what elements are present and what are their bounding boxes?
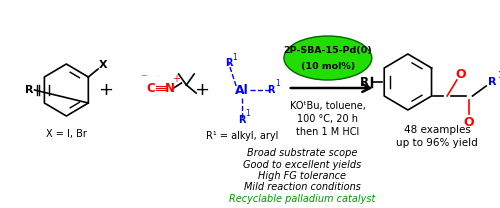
Text: up to 96% yield: up to 96% yield [396, 138, 478, 148]
Text: R: R [488, 77, 496, 87]
Text: O: O [464, 115, 474, 129]
Text: 48 examples: 48 examples [404, 125, 470, 135]
Text: KOᵗBu, toluene,: KOᵗBu, toluene, [290, 101, 366, 111]
Text: R: R [360, 76, 370, 88]
Text: Al: Al [235, 83, 249, 97]
Text: R: R [24, 85, 33, 95]
Text: ⁻: ⁻ [140, 73, 146, 85]
Text: R: R [225, 58, 232, 68]
Text: Good to excellent yields: Good to excellent yields [244, 160, 362, 170]
Text: O: O [456, 68, 466, 80]
Text: R¹ = alkyl, aryl: R¹ = alkyl, aryl [206, 131, 278, 141]
Ellipse shape [284, 36, 372, 80]
Text: X: X [98, 60, 108, 70]
Text: +: + [98, 81, 113, 99]
Text: N: N [165, 82, 175, 94]
Text: 1: 1 [497, 72, 500, 80]
Text: R: R [238, 115, 246, 125]
Text: High FG tolerance: High FG tolerance [258, 171, 346, 181]
Text: 1: 1 [246, 109, 250, 119]
Text: 1: 1 [232, 53, 237, 62]
Text: 2P-SBA-15-Pd(0): 2P-SBA-15-Pd(0) [284, 46, 372, 54]
Text: then 1 M HCl: then 1 M HCl [296, 127, 360, 137]
Text: X = I, Br: X = I, Br [46, 129, 87, 139]
Text: 1: 1 [274, 79, 280, 88]
Text: Mild reaction conditions: Mild reaction conditions [244, 182, 361, 192]
Text: (10 mol%): (10 mol%) [300, 62, 355, 71]
Text: +: + [194, 81, 210, 99]
Text: 100 °C, 20 h: 100 °C, 20 h [298, 114, 358, 124]
Text: C: C [147, 82, 156, 94]
Text: Broad substrate scope: Broad substrate scope [248, 148, 358, 158]
Text: Recyclable palladium catalyst: Recyclable palladium catalyst [230, 194, 376, 204]
Text: R: R [268, 85, 275, 95]
Text: +: + [172, 74, 179, 84]
